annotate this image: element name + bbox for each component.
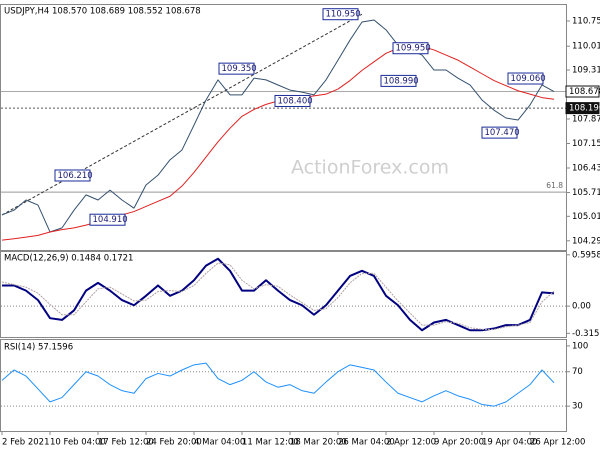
- y-tick-label: 30: [572, 402, 583, 412]
- y-tick-label: 104.290: [572, 236, 600, 246]
- x-tick-label: 10 Feb 04:00: [50, 438, 106, 448]
- y-tick-label: 100: [572, 341, 588, 351]
- x-tick-label: 19 Apr 04:00: [482, 438, 537, 448]
- x-tick-label: 11 Mar 12:00: [242, 438, 299, 448]
- annotation-label: 108.990: [384, 76, 419, 86]
- y-tick-label: 107.870: [572, 115, 600, 125]
- price-box: [565, 85, 600, 98]
- rsi-panel: [0, 339, 567, 432]
- macd-panel: [0, 251, 567, 338]
- y-tick-label: 105.710: [572, 188, 600, 198]
- y-tick-label: 107.150: [572, 139, 600, 149]
- annotation-box: [322, 8, 359, 21]
- watermark: ActionForex.com: [291, 157, 449, 179]
- series-line: [1, 362, 555, 407]
- panel-title: MACD(12,26,9) 0.1484 0.1721: [4, 254, 133, 264]
- trend-line: [1, 13, 363, 216]
- annotation-box: [274, 94, 311, 107]
- x-tick-label: 2 Apr 12:00: [386, 438, 436, 448]
- series-line: [2, 257, 555, 332]
- panel-title: USDJPY,H4 108.570 108.689 108.552 108.67…: [4, 7, 201, 17]
- x-tick-label: 17 Feb 12:00: [98, 438, 154, 448]
- annotation-label: 110.950: [326, 10, 361, 20]
- price-box-label: 108.678: [569, 87, 600, 97]
- x-tick-label: 26 Apr 12:00: [530, 438, 585, 448]
- series-line: [1, 19, 555, 233]
- annotation-box: [507, 72, 544, 85]
- x-tick-label: 2 Feb 2021: [2, 438, 50, 448]
- annotation-box: [54, 169, 91, 182]
- annotation-box: [89, 213, 126, 226]
- x-tick-label: 26 Mar 04:00: [338, 438, 395, 448]
- annotation-box: [380, 74, 417, 87]
- price-box: [565, 102, 600, 115]
- price-panel: [0, 4, 567, 251]
- annotation-label: 104.910: [93, 215, 128, 225]
- y-tick-label: 105.010: [572, 212, 600, 222]
- annotation-label: 108.400: [278, 96, 313, 106]
- panel-title: RSI(14) 57.1596: [4, 343, 73, 353]
- y-tick-label: 110.010: [572, 42, 600, 52]
- annotation-label: 109.060: [511, 74, 546, 84]
- annotation-label: 106.210: [58, 171, 93, 181]
- y-tick-label: 0.00: [572, 302, 591, 312]
- x-tick-label: 9 Apr 20:00: [434, 438, 484, 448]
- annotation-box: [218, 62, 255, 75]
- fib-label: 61.8: [546, 181, 563, 190]
- annotation-label: 109.350: [222, 64, 257, 74]
- y-tick-label: 110.750: [572, 17, 600, 27]
- y-tick-label: -0.3158: [572, 329, 600, 339]
- x-tick-label: 4 Mar 04:00: [194, 438, 245, 448]
- y-tick-label: 70: [572, 367, 583, 377]
- annotation-box: [481, 126, 518, 139]
- y-tick-label: 109.310: [572, 66, 600, 76]
- annotation-label: 109.950: [396, 44, 431, 54]
- series-line: [1, 262, 555, 330]
- annotation-label: 107.470: [485, 128, 520, 138]
- annotation-box: [392, 42, 429, 55]
- price-box-label: 108.190: [569, 104, 600, 114]
- y-tick-label: 0.5958: [572, 250, 600, 260]
- x-tick-label: 18 Mar 20:00: [290, 438, 347, 448]
- x-tick-label: 24 Feb 20:00: [146, 438, 202, 448]
- y-tick-label: 106.430: [572, 164, 600, 174]
